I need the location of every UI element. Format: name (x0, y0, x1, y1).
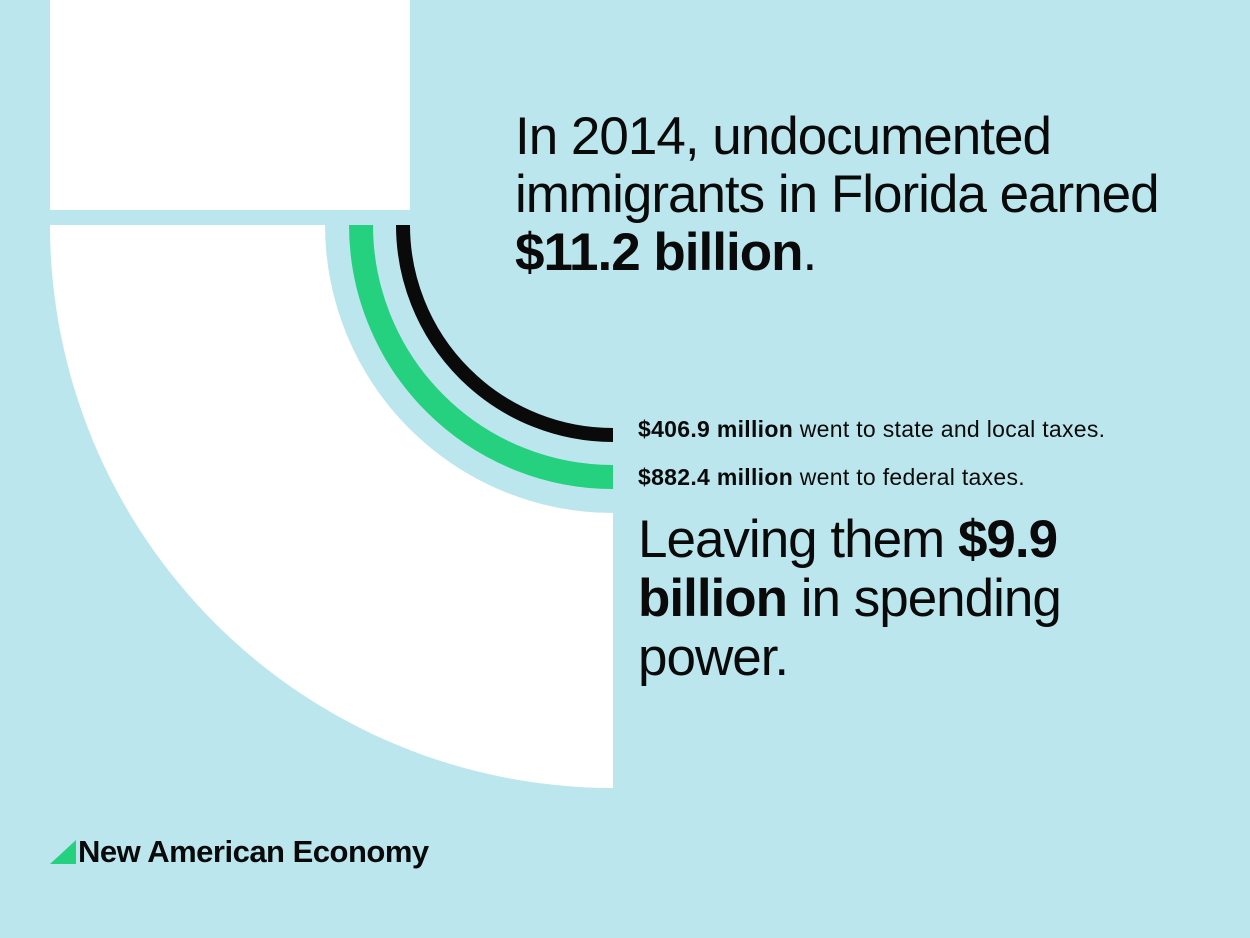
headline-amount: $11.2 billion (515, 223, 803, 282)
spending-power-statement: Leaving them $9.9 billion in spending po… (638, 510, 1158, 687)
state-local-tax-arc (396, 224, 614, 442)
state-local-tax-amount: $406.9 million (638, 416, 794, 442)
state-local-tax-line: $406.9 million went to state and local t… (638, 415, 1238, 443)
brand-logo: New American Economy (50, 832, 429, 872)
large-white-arc (50, 225, 613, 788)
headline: In 2014, undocumented immigrants in Flor… (515, 108, 1215, 282)
spending-prefix: Leaving them (638, 510, 958, 569)
headline-suffix: . (802, 223, 817, 282)
brand-name: New American Economy (78, 834, 429, 869)
top-white-panel (50, 0, 410, 210)
state-local-tax-label: went to state and local taxes. (793, 416, 1106, 442)
federal-tax-amount: $882.4 million (638, 464, 794, 490)
headline-prefix: In 2014, undocumented immigrants in Flor… (515, 107, 1160, 224)
federal-tax-arc (349, 224, 614, 489)
spending-suffix: in spending power. (638, 569, 1062, 687)
federal-tax-line: $882.4 million went to federal taxes. (638, 463, 1238, 491)
spending-amount: $9.9 billion (638, 510, 1058, 628)
federal-tax-label: went to federal taxes. (793, 464, 1025, 490)
triangle-mark-icon (50, 840, 76, 864)
